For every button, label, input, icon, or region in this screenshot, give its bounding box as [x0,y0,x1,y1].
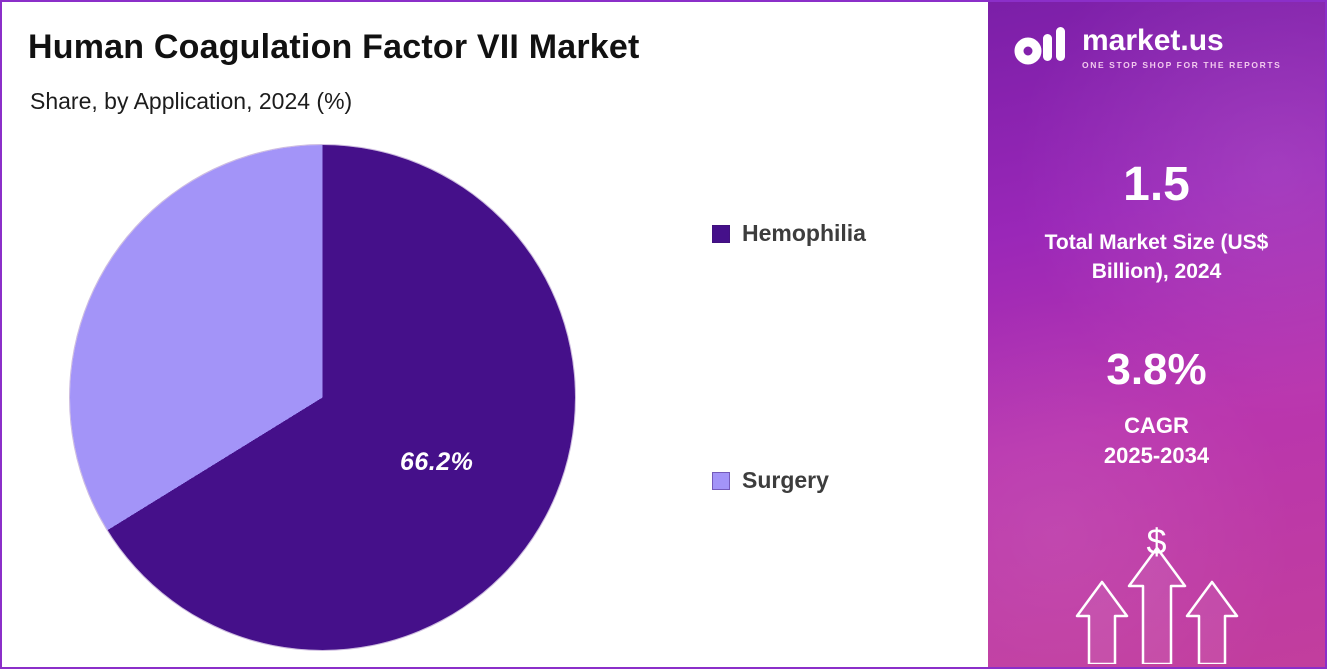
cagr-stat: 3.8% CAGR 2025-2034 [988,345,1325,469]
legend-label: Surgery [742,467,829,493]
logo-tagline: ONE STOP SHOP FOR THE REPORTS [1082,59,1282,70]
marketus-logo-icon [1014,24,1072,71]
chart-subtitle: Share, by Application, 2024 (%) [30,88,353,114]
legend-item-surgery: Surgery [712,467,866,494]
pie-slice-label-hemophilia: 66.2% [400,448,474,476]
cagr-period: 2025-2034 [1103,442,1210,468]
dollar-symbol: $ [1146,520,1167,562]
stats-sidebar: market.us ONE STOP SHOP FOR THE REPORTS … [988,2,1325,667]
legend-swatch [712,471,730,490]
brand-logo: market.us ONE STOP SHOP FOR THE REPORTS [988,2,1325,71]
chart-area: Human Coagulation Factor VII Market Shar… [2,2,988,667]
market-size-value: 1.5 [1123,158,1190,211]
chart-title: Human Coagulation Factor VII Market [28,28,640,66]
chart-legend: Hemophilia Surgery [712,220,866,494]
cagr-value: 3.8% [1106,344,1207,394]
cagr-label: CAGR [1124,412,1189,438]
legend-label: Hemophilia [742,220,866,246]
pie-chart [70,145,575,650]
growth-arrows-icon [1027,546,1287,667]
logo-wordmark: market.us [1082,24,1224,58]
legend-item-hemophilia: Hemophilia [712,220,866,247]
legend-swatch [712,224,730,243]
market-size-label: Total Market Size (US$ Billion), 2024 [1044,231,1269,284]
market-size-stat: 1.5 Total Market Size (US$ Billion), 202… [988,157,1325,287]
